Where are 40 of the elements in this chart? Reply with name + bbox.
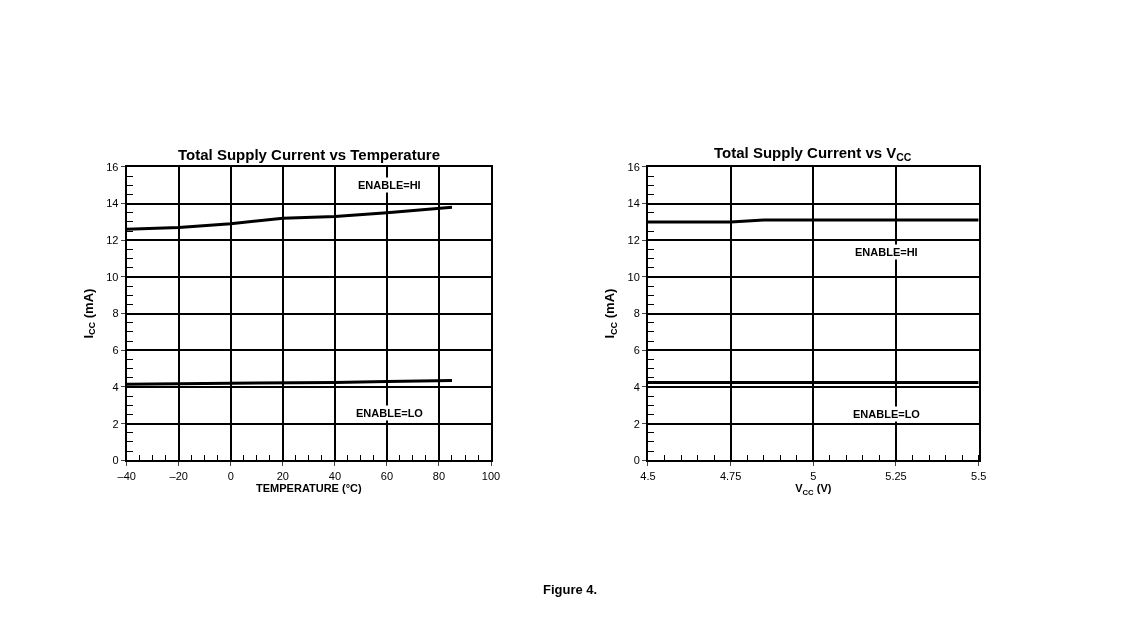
x-tick-label: 4.5 — [640, 469, 656, 482]
y-tick-label: 0 — [633, 454, 640, 467]
caption: Figure 4. — [543, 582, 598, 597]
x-tick-label: –40 — [117, 469, 136, 482]
y-tick-label: 10 — [627, 270, 640, 283]
x-tick-label: 5 — [810, 469, 817, 482]
y-tick-label: 8 — [633, 307, 640, 320]
text: ENABLE=HI — [855, 246, 918, 258]
y-tick-label: 12 — [627, 234, 640, 247]
y-tick-label: 0 — [112, 454, 119, 467]
y-tick-label: 4 — [633, 380, 640, 393]
text: ENABLE=LO — [853, 408, 921, 420]
x-tick-label: 100 — [481, 469, 501, 482]
chart-title: Total Supply Current vs Temperature — [178, 146, 440, 163]
y-tick-label: 12 — [106, 234, 119, 247]
y-tick-label: 16 — [106, 160, 119, 173]
y-tick-label: 14 — [627, 197, 640, 210]
x-tick-label: 0 — [227, 469, 234, 482]
series-label: ENABLE=HI — [358, 179, 421, 191]
y-tick-label: 4 — [112, 380, 119, 393]
x-tick-label: 5.5 — [971, 469, 987, 482]
y-tick-label: 16 — [627, 160, 640, 173]
x-tick-label: 5.25 — [885, 469, 907, 482]
text: ENABLE=LO — [356, 407, 424, 419]
y-tick-label: 6 — [112, 344, 119, 357]
x-tick-label: 4.75 — [719, 469, 742, 482]
chart-title: Total Supply Current vs V$_{CC}$ — [714, 144, 912, 164]
x-tick-label: 60 — [380, 469, 394, 482]
x-tick-label: 20 — [276, 469, 289, 482]
x-tick-label: 40 — [328, 469, 342, 482]
y-tick-label: 14 — [106, 197, 119, 210]
x-tick-label: –20 — [169, 469, 188, 482]
y-tick-label: 10 — [106, 270, 119, 283]
x-tick-label: 80 — [432, 469, 446, 482]
y-tick-label: 2 — [633, 417, 640, 430]
y-tick-label: 6 — [633, 344, 640, 357]
x-axis-title: TEMPERATURE (°C) — [256, 482, 363, 495]
x-axis-title: V$_{CC}$ (V) — [795, 482, 832, 497]
y-tick-label: 2 — [112, 417, 119, 430]
y-tick-label: 8 — [112, 307, 119, 320]
